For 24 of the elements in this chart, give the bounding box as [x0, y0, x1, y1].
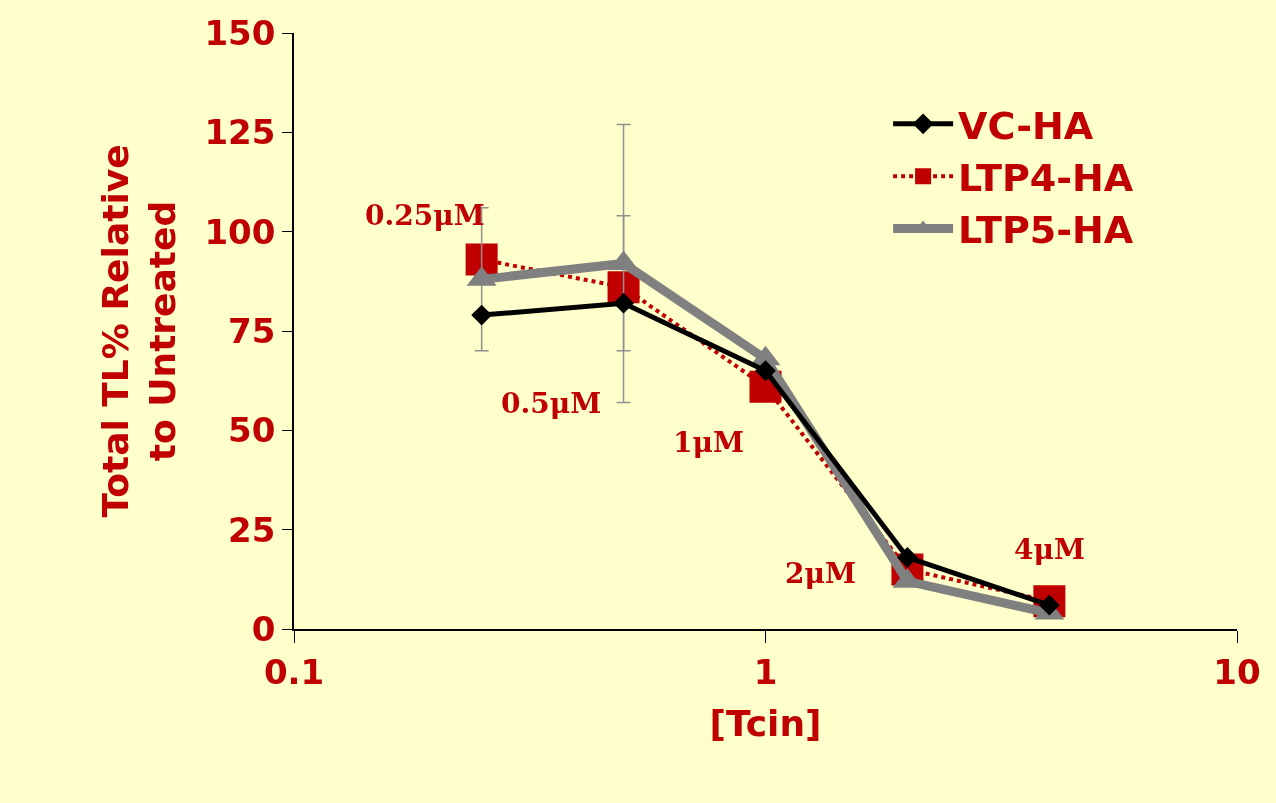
- y-tick-label: 75: [228, 310, 276, 351]
- y-tick-label: 25: [228, 509, 276, 550]
- point: [755, 360, 776, 382]
- y-tick-label: 0: [251, 608, 276, 649]
- legend-label: LTP5-HA: [958, 208, 1134, 253]
- y-tick-label: 125: [204, 112, 276, 153]
- point: [471, 304, 493, 326]
- y-axis-title: Total TL% Relative to Untreated: [95, 144, 183, 518]
- annotation: 4μM: [1014, 533, 1085, 566]
- legend-label: LTP4-HA: [958, 156, 1134, 201]
- annotation: 0.5μM: [501, 387, 602, 420]
- x-axis-title: [Tcin]: [709, 702, 822, 744]
- y-tick-label: 50: [228, 410, 276, 451]
- annotation: 1μM: [673, 426, 744, 459]
- legend-label: VC-HA: [958, 103, 1094, 148]
- point: [897, 547, 918, 568]
- y-tick-label: 100: [204, 211, 276, 252]
- annotation: 2μM: [785, 557, 856, 590]
- x-tick-label: 0.1: [263, 651, 325, 692]
- x-tick-label: 10: [1213, 651, 1261, 692]
- point: [613, 292, 634, 314]
- x-tick-label: 1: [753, 651, 778, 692]
- y-tick-label: 150: [204, 12, 276, 53]
- annotation: 0.25μM: [365, 199, 485, 232]
